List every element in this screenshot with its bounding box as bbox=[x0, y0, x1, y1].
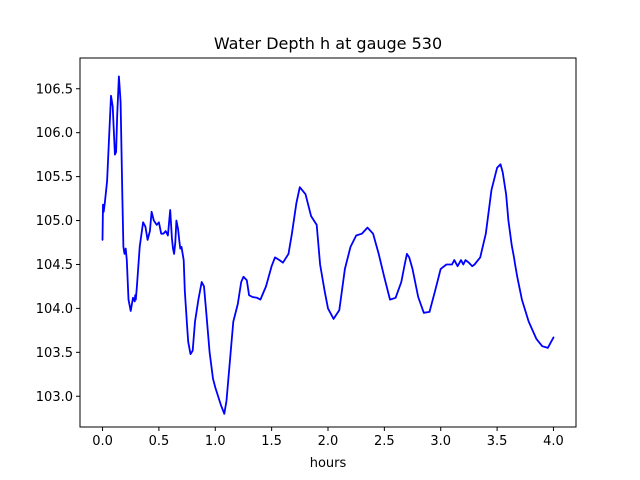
x-tick-label: 3.5 bbox=[487, 434, 508, 449]
x-tick-label: 0.5 bbox=[149, 434, 170, 449]
x-tick-label: 2.5 bbox=[374, 434, 395, 449]
y-tick-label: 103.0 bbox=[36, 390, 73, 405]
y-axis: 103.0 103.5 104.0 104.5 105.0 105.5 106.0 106.5 bbox=[36, 82, 80, 405]
x-axis: 0.0 0.5 1.0 1.5 2.0 2.5 3.0 3.5 4.0 bbox=[92, 427, 564, 449]
chart-title: Water Depth h at gauge 530 bbox=[214, 34, 442, 53]
y-tick-label: 104.5 bbox=[36, 258, 73, 273]
x-tick-label: 2.0 bbox=[318, 434, 339, 449]
y-tick-label: 106.0 bbox=[36, 126, 73, 141]
y-tick-label: 105.5 bbox=[36, 170, 73, 185]
y-tick-label: 105.0 bbox=[36, 214, 73, 229]
series-line-0 bbox=[101, 75, 555, 415]
y-tick-label: 104.0 bbox=[36, 302, 73, 317]
x-tick-label: 3.0 bbox=[430, 434, 451, 449]
x-tick-label: 1.5 bbox=[261, 434, 282, 449]
y-tick-label: 106.5 bbox=[36, 82, 73, 97]
y-tick-label: 103.5 bbox=[36, 346, 73, 361]
x-tick-label: 0.0 bbox=[92, 434, 113, 449]
x-axis-label: hours bbox=[310, 456, 347, 471]
x-tick-label: 4.0 bbox=[543, 434, 564, 449]
plot-area bbox=[101, 75, 555, 415]
x-tick-label: 1.0 bbox=[205, 434, 226, 449]
